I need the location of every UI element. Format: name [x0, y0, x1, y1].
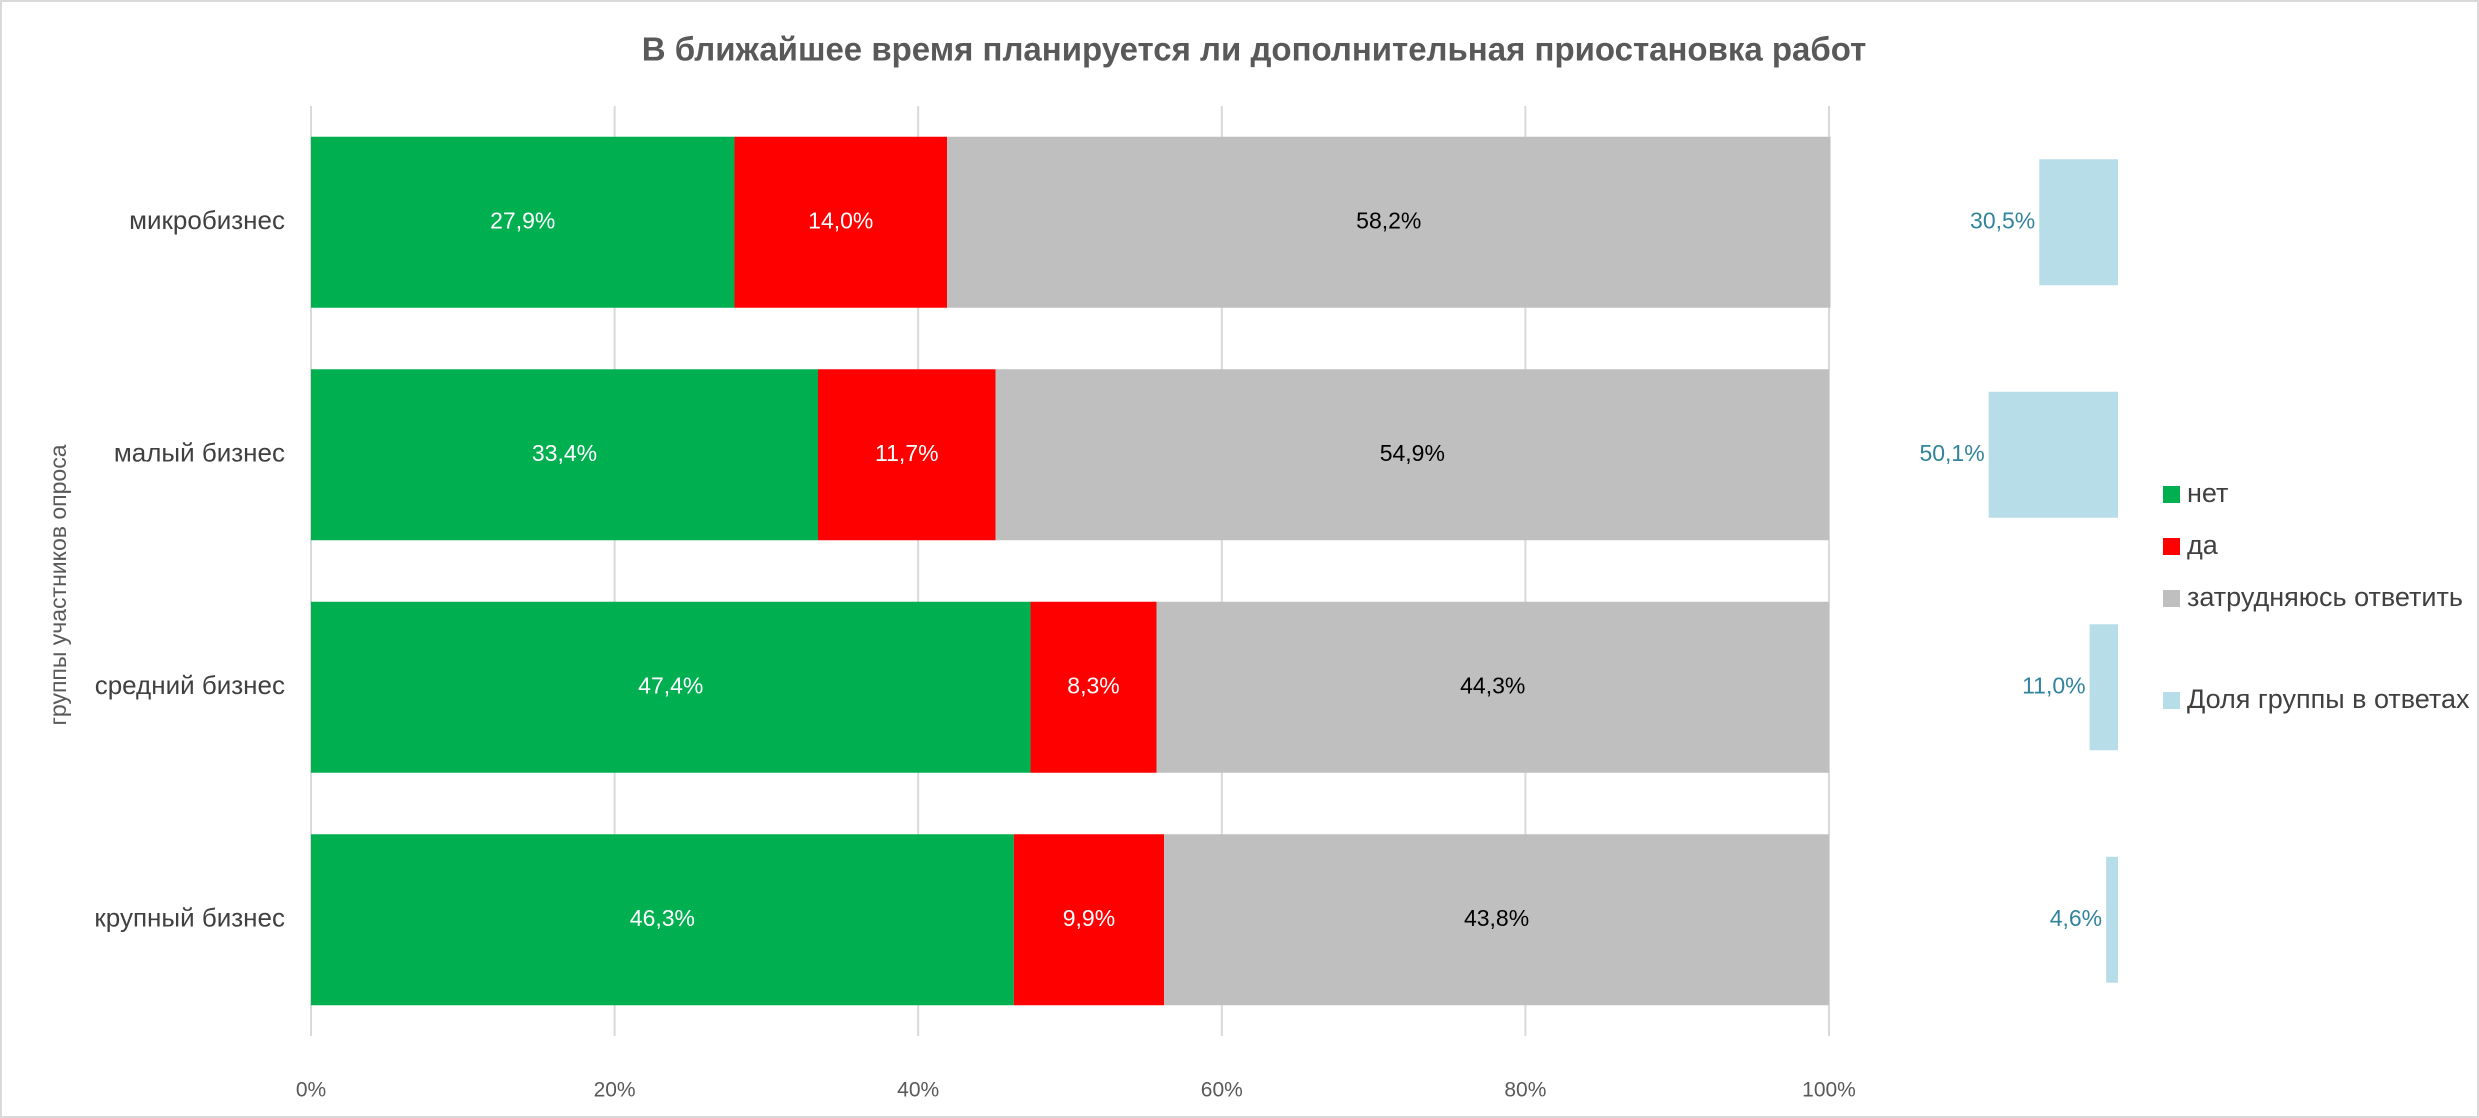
bar	[1013, 834, 1165, 1006]
legend-swatch	[2163, 486, 2180, 503]
bar	[2106, 856, 2118, 983]
bar	[995, 369, 1829, 541]
data-label: 44,3%	[1460, 672, 1525, 698]
data-label: 11,0%	[2022, 672, 2086, 698]
legend-label: да	[2187, 530, 2219, 560]
data-label: 8,3%	[1067, 672, 1119, 698]
data-label: 33,4%	[532, 440, 597, 466]
y-tick-label: крупный бизнес	[94, 903, 285, 933]
x-tick-label: 100%	[1802, 1079, 1856, 1102]
bar	[2089, 624, 2118, 751]
legend-label: Доля группы в ответах	[2187, 684, 2470, 714]
legend-label: затрудняюсь ответить	[2187, 582, 2463, 612]
x-tick-label: 60%	[1201, 1079, 1243, 1102]
bar	[311, 136, 735, 308]
legend-swatch	[2163, 590, 2180, 607]
bar	[734, 136, 948, 308]
y-tick-label: средний бизнес	[95, 670, 285, 700]
data-label: 14,0%	[808, 207, 873, 233]
data-label: 9,9%	[1063, 905, 1115, 931]
x-tick-label: 0%	[296, 1079, 326, 1102]
data-label: 4,6%	[2050, 905, 2102, 931]
data-label: 47,4%	[638, 672, 703, 698]
data-label: 27,9%	[490, 207, 555, 233]
data-label: 11,7%	[875, 440, 939, 466]
bar	[1156, 601, 1829, 773]
data-label: 50,1%	[1919, 440, 1984, 466]
y-tick-label: микробизнес	[129, 205, 285, 235]
x-tick-label: 40%	[897, 1079, 939, 1102]
bar	[311, 601, 1031, 773]
bar	[1030, 601, 1157, 773]
bar	[818, 369, 996, 541]
data-label: 46,3%	[630, 905, 695, 931]
data-label: 30,5%	[1970, 207, 2035, 233]
x-tick-label: 20%	[594, 1079, 636, 1102]
bar	[311, 369, 819, 541]
legend-swatch	[2163, 692, 2180, 709]
data-label: 43,8%	[1464, 905, 1529, 931]
bar	[2039, 159, 2118, 286]
chart-title: В ближайшее время планируется ли дополни…	[642, 31, 1867, 68]
data-label: 58,2%	[1356, 207, 1421, 233]
bar	[1988, 391, 2118, 518]
legend-swatch	[2163, 538, 2180, 555]
y-tick-label: малый бизнес	[114, 438, 285, 468]
x-tick-label: 80%	[1504, 1079, 1546, 1102]
y-axis-title: группы участников опроса	[45, 444, 71, 725]
bar	[1164, 834, 1829, 1006]
legend-label: нет	[2187, 478, 2228, 508]
data-label: 54,9%	[1380, 440, 1445, 466]
bar	[947, 136, 1831, 308]
bar	[311, 834, 1014, 1006]
